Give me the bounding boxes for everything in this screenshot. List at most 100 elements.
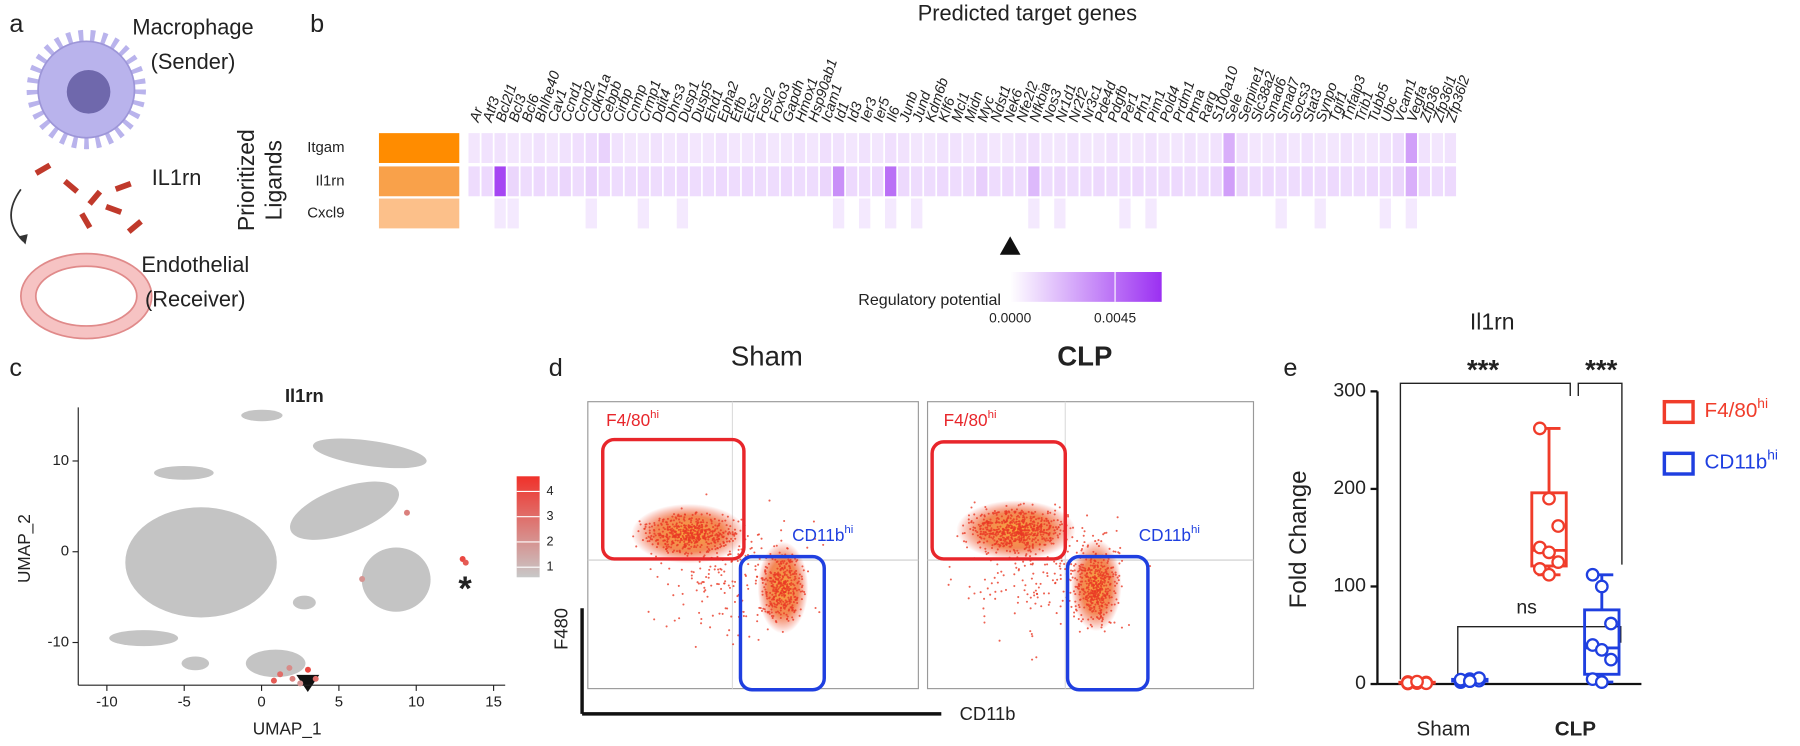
event bbox=[779, 584, 782, 588]
event bbox=[1086, 572, 1089, 575]
event bbox=[731, 533, 734, 536]
y-tick-label: 200 bbox=[1333, 477, 1366, 499]
event bbox=[696, 537, 699, 540]
event bbox=[999, 535, 1002, 538]
event bbox=[778, 582, 781, 585]
event bbox=[1053, 572, 1056, 575]
event bbox=[790, 569, 793, 572]
event bbox=[721, 520, 724, 523]
event bbox=[739, 558, 742, 561]
event bbox=[1078, 591, 1082, 594]
event bbox=[1023, 539, 1026, 542]
event bbox=[788, 565, 791, 568]
heatmap-cell bbox=[1262, 133, 1274, 163]
event bbox=[692, 571, 695, 574]
event bbox=[1013, 573, 1016, 576]
event bbox=[756, 613, 759, 616]
event bbox=[658, 519, 661, 522]
heatmap-cell bbox=[481, 133, 493, 163]
event bbox=[1017, 532, 1020, 535]
event bbox=[1087, 586, 1090, 589]
event bbox=[1092, 584, 1095, 587]
legend-swatch bbox=[1662, 399, 1695, 425]
event bbox=[783, 581, 786, 584]
event bbox=[678, 617, 681, 620]
event bbox=[789, 567, 792, 570]
heatmap-cell bbox=[1119, 166, 1131, 197]
event bbox=[1053, 560, 1056, 563]
event bbox=[1031, 545, 1034, 548]
event bbox=[1074, 563, 1077, 566]
event bbox=[1095, 598, 1098, 601]
event bbox=[1002, 545, 1005, 548]
event bbox=[1105, 604, 1109, 607]
event bbox=[1103, 565, 1106, 568]
event bbox=[992, 512, 995, 515]
event bbox=[1077, 603, 1080, 607]
event bbox=[989, 524, 992, 527]
event bbox=[1045, 517, 1048, 520]
event bbox=[1101, 596, 1104, 599]
event bbox=[644, 525, 647, 528]
event bbox=[779, 609, 782, 612]
event bbox=[1105, 575, 1108, 578]
event bbox=[1043, 538, 1046, 541]
event bbox=[772, 598, 775, 601]
panel-label: d bbox=[549, 354, 563, 382]
event bbox=[1031, 538, 1034, 541]
event bbox=[1099, 581, 1102, 584]
event bbox=[678, 515, 681, 518]
heatmap-cell bbox=[702, 133, 715, 163]
event bbox=[1020, 512, 1023, 515]
heatmap-cell bbox=[1106, 133, 1118, 163]
event bbox=[1032, 591, 1035, 594]
event bbox=[1007, 535, 1010, 539]
event bbox=[666, 583, 670, 586]
event bbox=[1073, 564, 1076, 567]
event bbox=[1092, 592, 1095, 595]
event bbox=[772, 573, 775, 576]
event bbox=[1100, 577, 1103, 580]
legend-swatch bbox=[1662, 451, 1695, 476]
event bbox=[990, 529, 993, 532]
event bbox=[788, 608, 791, 611]
event bbox=[1080, 547, 1084, 551]
event bbox=[791, 609, 794, 612]
event bbox=[1093, 598, 1096, 601]
heatmap-cell bbox=[585, 166, 597, 197]
event bbox=[694, 645, 697, 648]
event bbox=[970, 521, 973, 524]
event bbox=[1032, 512, 1035, 515]
event bbox=[1120, 585, 1123, 588]
event bbox=[676, 514, 679, 517]
heatmap-cell bbox=[1275, 198, 1287, 229]
event bbox=[708, 568, 711, 571]
event bbox=[1079, 598, 1082, 601]
heatmap-cell bbox=[702, 166, 715, 197]
event bbox=[1094, 603, 1097, 606]
heatmap-cell bbox=[1353, 133, 1365, 163]
event bbox=[732, 643, 735, 646]
event bbox=[771, 616, 774, 619]
event bbox=[648, 529, 651, 532]
event bbox=[802, 569, 805, 572]
event bbox=[793, 584, 796, 587]
event bbox=[1007, 516, 1010, 519]
event bbox=[1092, 599, 1095, 602]
event bbox=[649, 538, 652, 541]
event bbox=[1025, 538, 1028, 541]
event bbox=[1038, 548, 1041, 551]
event bbox=[1030, 517, 1033, 520]
event bbox=[733, 600, 737, 603]
event bbox=[1101, 583, 1104, 586]
event bbox=[1023, 564, 1026, 567]
heatmap-cell bbox=[1353, 166, 1365, 197]
event bbox=[1014, 562, 1017, 565]
event bbox=[1102, 597, 1105, 600]
event bbox=[1061, 599, 1064, 602]
event bbox=[1059, 567, 1062, 570]
event bbox=[703, 590, 706, 593]
heatmap-cell bbox=[1249, 166, 1261, 197]
event bbox=[669, 546, 673, 549]
point bbox=[1542, 545, 1556, 560]
